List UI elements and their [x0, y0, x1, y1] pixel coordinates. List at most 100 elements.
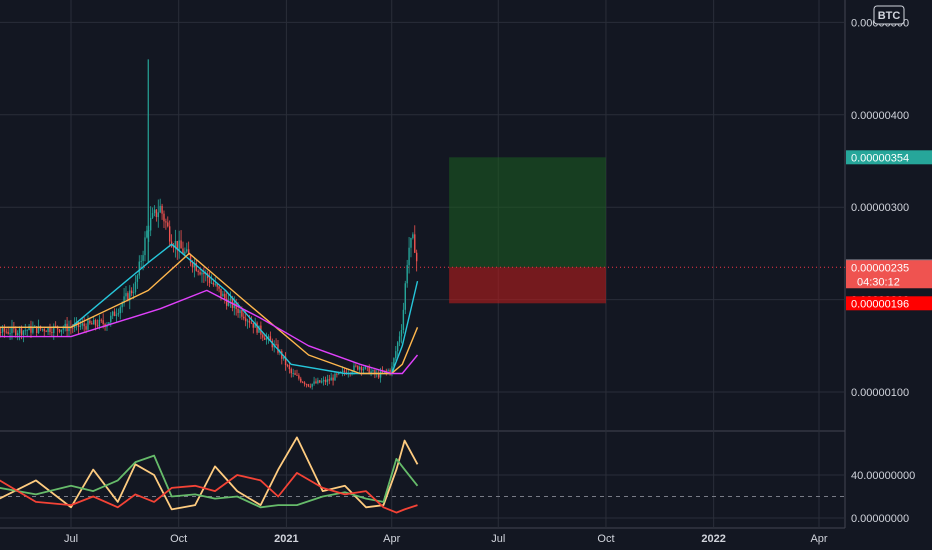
candle-body [87, 320, 89, 330]
oscillator-line [0, 472, 418, 514]
candle-body [290, 369, 292, 374]
price-label-text: 0.00000354 [851, 152, 909, 164]
candle-body [256, 322, 258, 333]
candle-body [284, 356, 287, 366]
candle-body [414, 234, 416, 253]
candle-body [408, 247, 410, 266]
candle-body [186, 249, 188, 252]
time-tick-label: Jul [491, 533, 505, 545]
candle-body [199, 272, 201, 275]
candle-body [393, 358, 395, 367]
candle-body [400, 329, 403, 337]
price-label-text: 0.00000235 [851, 262, 909, 274]
candle-body [324, 379, 327, 383]
time-tick-label: Jul [64, 533, 78, 545]
candle-body [309, 386, 311, 388]
candle-body [212, 282, 215, 285]
time-tick-label: 2021 [274, 533, 298, 545]
candle-body [96, 325, 99, 327]
candle-body [157, 212, 159, 218]
symbol-badge-text: BTC [878, 10, 901, 22]
candle-body [246, 320, 249, 322]
candle-body [98, 319, 101, 327]
candle-body [155, 209, 158, 218]
candle-body [113, 311, 116, 316]
candle-body [153, 209, 156, 214]
candle-body [377, 373, 380, 378]
candle-body [184, 251, 186, 255]
candle-body [275, 344, 277, 345]
candle-body [410, 238, 412, 248]
candle-body [35, 326, 38, 334]
time-tick-label: Apr [810, 533, 827, 545]
candle-body [360, 367, 363, 371]
candle-body [22, 330, 25, 335]
candle-body [315, 381, 317, 384]
moving-average-line [0, 243, 419, 375]
candle-body [307, 384, 310, 387]
candle-body [129, 290, 131, 301]
candle-body [60, 329, 63, 332]
target-zone[interactable] [449, 157, 606, 268]
candle-body [7, 331, 9, 334]
candle-body [244, 318, 247, 322]
candle-body [26, 330, 28, 331]
position-tool[interactable] [0, 157, 845, 304]
stop-zone[interactable] [449, 267, 606, 304]
candle-body [288, 365, 291, 370]
candle-body [265, 337, 268, 340]
symbol-badge[interactable]: BTC [873, 5, 905, 25]
candle-body [351, 371, 353, 374]
candle-body [89, 320, 91, 324]
candle-body [374, 370, 376, 374]
candle-body [412, 234, 414, 239]
candle-body [187, 249, 190, 255]
candle-body [24, 330, 26, 332]
candle-body [5, 331, 7, 333]
candle-body [149, 217, 152, 231]
candle-body [47, 327, 49, 333]
candle-body [108, 322, 110, 326]
candle-body [201, 272, 203, 275]
candle-body [225, 298, 228, 306]
candle-body [163, 213, 165, 222]
candle-body [54, 325, 57, 327]
candle-body [358, 367, 361, 370]
candle-body [250, 322, 253, 324]
candle-body [91, 323, 93, 325]
candle-body [130, 290, 133, 294]
candle-body [398, 336, 401, 343]
candle-body [127, 293, 129, 301]
candle-body [102, 320, 104, 325]
price-label-bg [846, 260, 932, 289]
candle-body [313, 381, 315, 384]
candle-body [123, 296, 125, 304]
price-labels: 0.000003540.000002360.0000023504:30:120.… [846, 150, 932, 311]
candle-body [43, 328, 45, 332]
candle-body [391, 366, 393, 373]
candle-body [176, 240, 178, 251]
candle-body [357, 365, 359, 370]
candle-body [243, 316, 245, 319]
candle-body [319, 380, 321, 383]
candle-body [117, 313, 120, 315]
candle-body [85, 326, 87, 330]
candle-body [18, 328, 21, 334]
candle-body [237, 308, 239, 313]
candle-body [28, 326, 30, 331]
osc-tick-label: 40.00000000 [851, 470, 915, 482]
candle-body [294, 373, 296, 375]
candle-body [254, 322, 256, 328]
candle-body [134, 281, 137, 293]
price-tick-label: 0.00000400 [851, 110, 909, 122]
candle-body [379, 371, 382, 378]
candle-body [110, 315, 112, 323]
candle-body [49, 327, 51, 333]
candle-body [282, 356, 285, 359]
candle-body [330, 377, 332, 381]
candle-body [317, 380, 319, 384]
candle-body [146, 230, 148, 238]
candle-body [121, 303, 123, 308]
candle-body [368, 366, 370, 374]
